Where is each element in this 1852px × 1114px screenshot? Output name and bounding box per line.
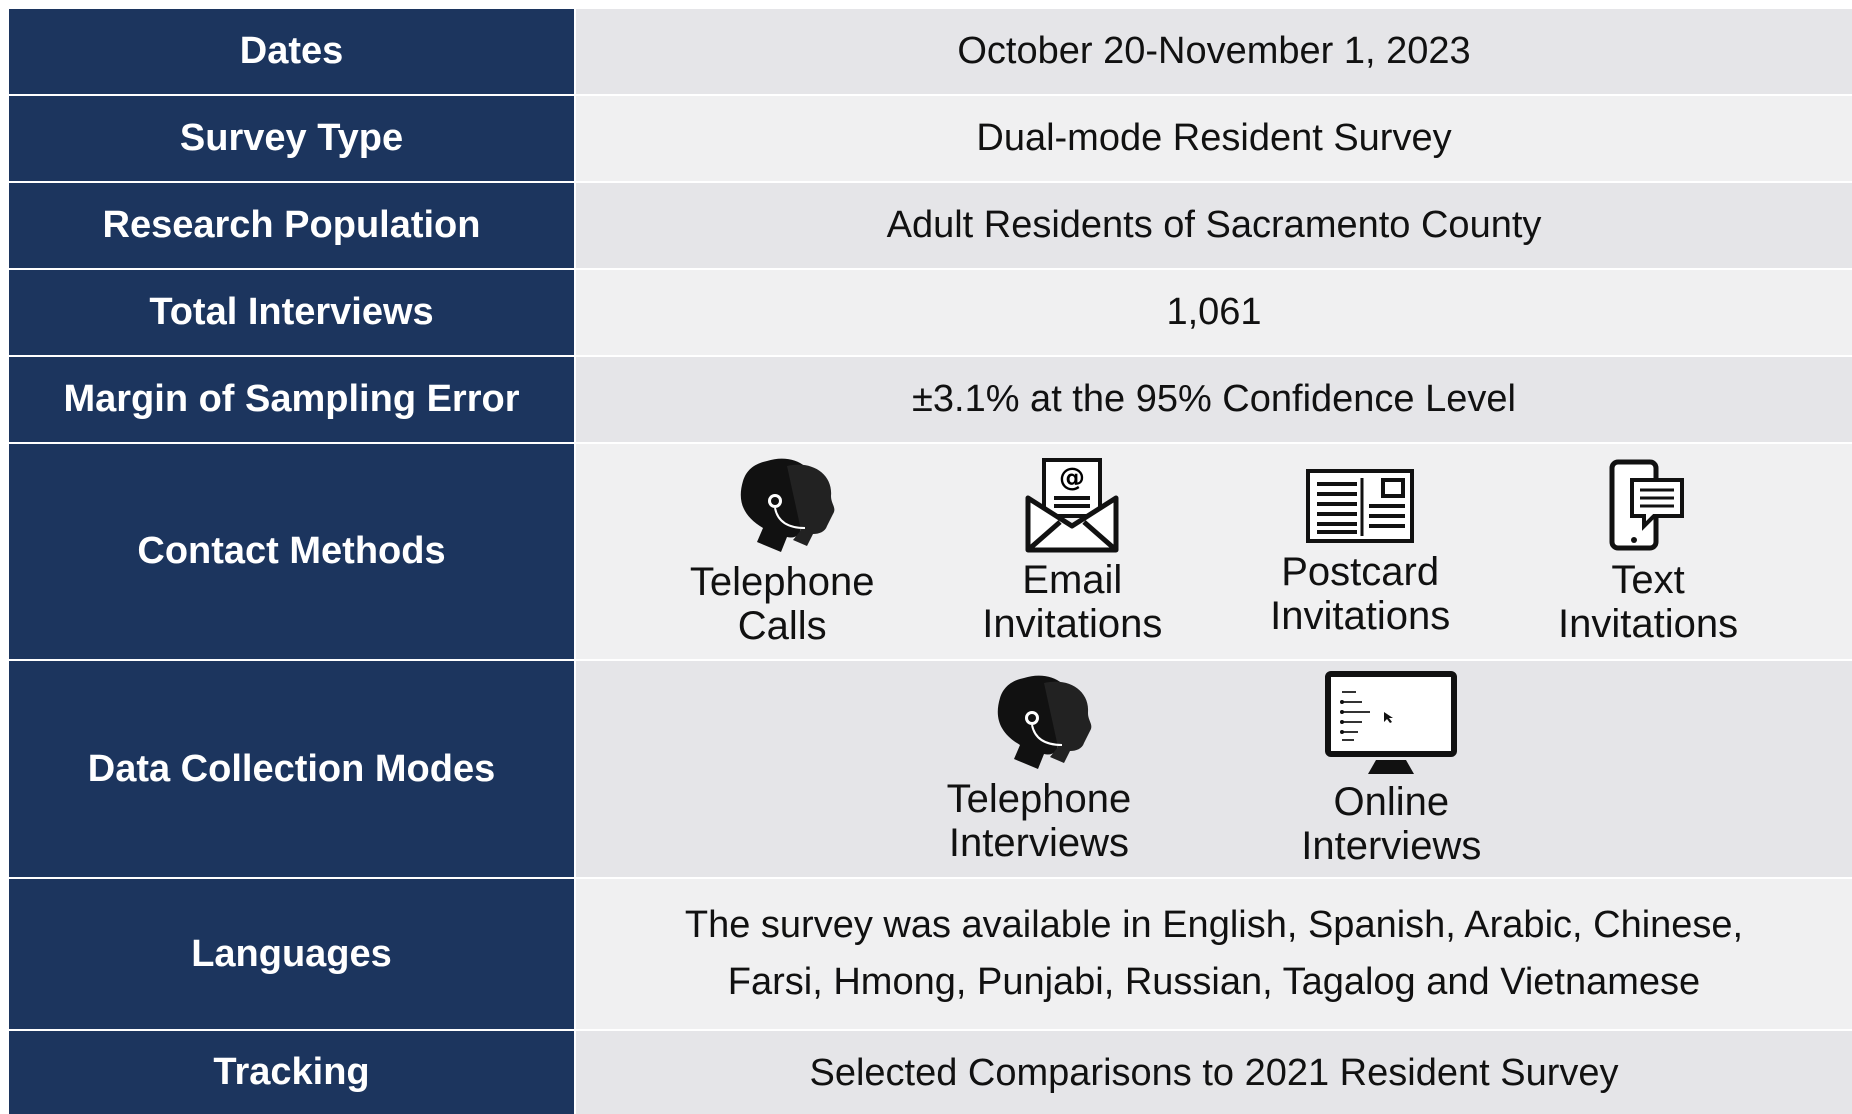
headset-icon [997, 675, 1092, 769]
postcard-icon [1306, 468, 1415, 543]
method-label: Email Invitations [982, 557, 1163, 646]
row-label: Total Interviews [9, 270, 574, 355]
method: Postcard Invitations [1270, 466, 1450, 638]
row-label: Languages [9, 879, 574, 1029]
svg-text:@: @ [1059, 463, 1085, 493]
row-value: October 20-November 1, 2023 [576, 9, 1852, 94]
contact-methods: Telephone Calls @ Email Invitations Post… [576, 444, 1852, 659]
row-label: Survey Type [9, 96, 574, 181]
method: @ Email Invitations [982, 457, 1163, 646]
row-label: Margin of Sampling Error [9, 357, 574, 442]
row-label: Data Collection Modes [9, 661, 574, 877]
mode: Telephone Interviews [946, 673, 1132, 865]
method-label: Telephone Calls [689, 559, 875, 648]
method: Telephone Calls [689, 456, 875, 648]
survey-table: Dates October 20-November 1, 2023 Survey… [9, 9, 1852, 1114]
row-value: Selected Comparisons to 2021 Resident Su… [576, 1031, 1852, 1114]
monitor-icon [1325, 671, 1458, 774]
row-label: Tracking [9, 1031, 574, 1114]
collection-modes: Telephone Interviews Online Interviews [576, 661, 1852, 877]
row-value: 1,061 [576, 270, 1852, 355]
phone-icon [1609, 459, 1685, 550]
method: Text Invitations [1558, 458, 1738, 646]
method-label: Postcard Invitations [1270, 549, 1451, 638]
method-label: Text Invitations [1558, 557, 1739, 646]
row-label: Research Population [9, 183, 574, 268]
email-icon: @ [1025, 457, 1119, 552]
mode-label: Online Interviews [1301, 780, 1482, 868]
row-value: ±3.1% at the 95% Confidence Level [576, 357, 1852, 442]
mode: Online Interviews [1301, 670, 1481, 868]
headset-icon [740, 458, 835, 552]
row-value: The survey was available in English, Spa… [576, 879, 1852, 1029]
row-label: Dates [9, 9, 574, 94]
mode-label: Telephone Interviews [946, 777, 1132, 865]
row-value: Dual-mode Resident Survey [576, 96, 1852, 181]
row-value: Adult Residents of Sacramento County [576, 183, 1852, 268]
row-label: Contact Methods [9, 444, 574, 659]
